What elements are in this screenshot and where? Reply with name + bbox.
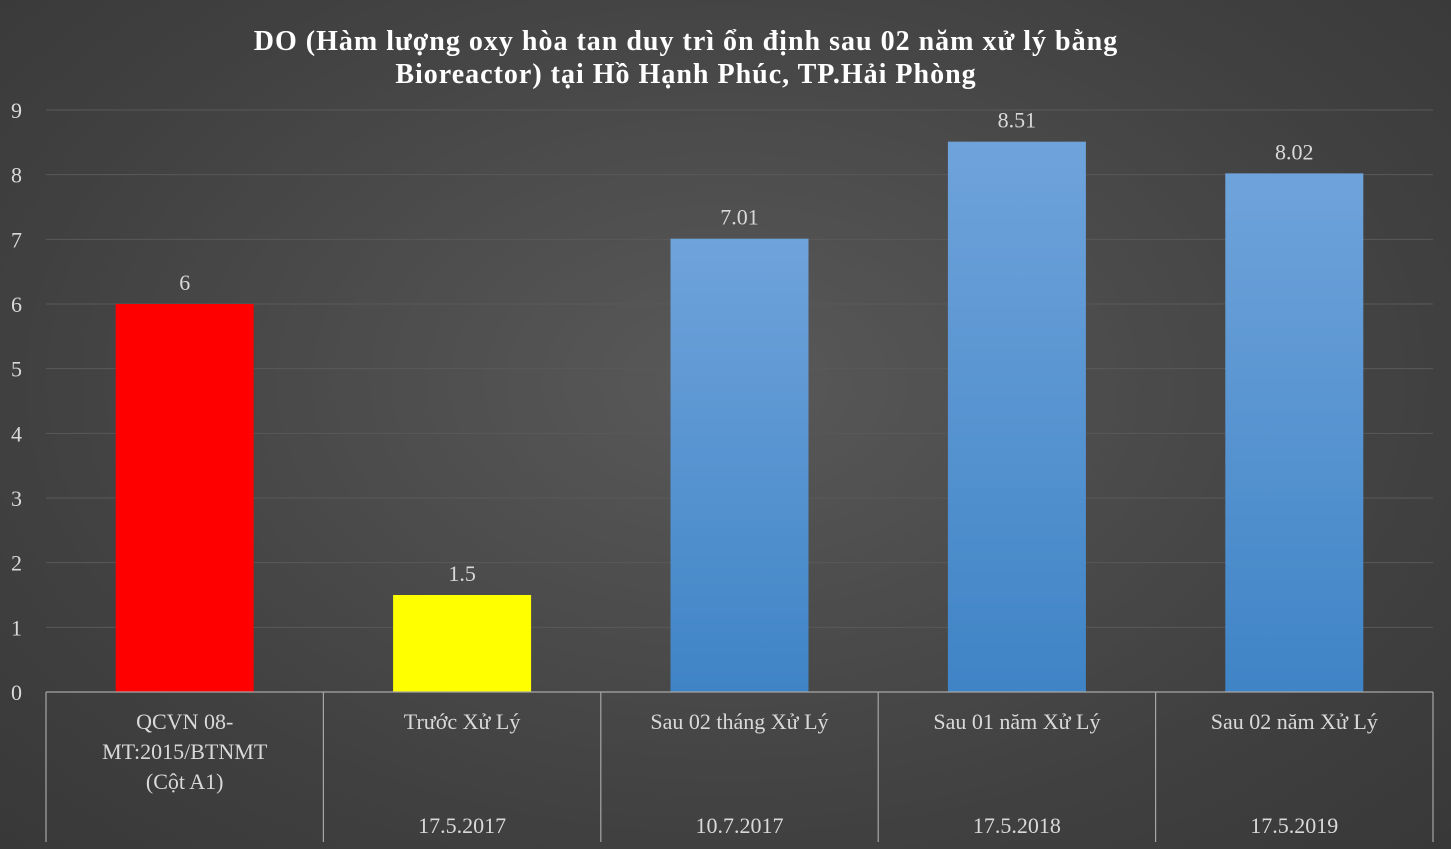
bar	[670, 238, 809, 693]
x-category-label: Sau 02 năm Xử Lý	[1211, 709, 1378, 734]
bar	[947, 141, 1086, 693]
bar	[393, 595, 532, 692]
data-label: 8.51	[998, 108, 1037, 133]
y-tick-label: 6	[11, 292, 22, 317]
x-category-date: 17.5.2017	[418, 813, 506, 838]
y-tick-label: 1	[11, 615, 22, 640]
y-tick-label: 9	[11, 98, 22, 123]
data-label: 1.5	[448, 561, 476, 586]
chart-title-line-2: Bioreactor) tại Hồ Hạnh Phúc, TP.Hải Phò…	[395, 59, 976, 90]
x-category-label: Trước Xử Lý	[404, 709, 521, 734]
y-tick-label: 3	[11, 486, 22, 511]
chart-title-line-1: DO (Hàm lượng oxy hòa tan duy trì ổn địn…	[254, 26, 1118, 57]
data-label: 6	[179, 270, 190, 295]
y-tick-label: 7	[11, 227, 22, 252]
y-tick-label: 2	[11, 551, 22, 576]
data-labels: 6 1.5 7.01 8.51 8.02	[179, 108, 1313, 586]
y-tick-label: 5	[11, 357, 22, 382]
x-category-date: 17.5.2019	[1250, 813, 1338, 838]
data-label: 7.01	[720, 205, 759, 230]
category-table: QCVN 08- MT:2015/BTNMT (Cột A1) Trước Xử Lý…	[45, 691, 1434, 842]
x-category-date: 17.5.2018	[973, 813, 1061, 838]
data-label: 8.02	[1275, 139, 1314, 164]
bar	[115, 304, 254, 692]
y-tick-label: 8	[11, 163, 22, 188]
y-axis-tick-labels: 0 1 2 3 4 5 6 7 8 9	[11, 98, 22, 705]
x-category-date: 10.7.2017	[696, 813, 784, 838]
x-category-label: (Cột A1)	[146, 769, 224, 794]
y-tick-label: 4	[11, 421, 22, 446]
x-category-label: QCVN 08-	[136, 709, 233, 734]
x-category-label: MT:2015/BTNMT	[102, 739, 268, 764]
bar	[1225, 173, 1364, 692]
bars	[115, 141, 1364, 693]
y-tick-label: 0	[11, 680, 22, 705]
x-category-label: Sau 01 năm Xử Lý	[933, 709, 1100, 734]
x-category-label: Sau 02 tháng Xử Lý	[650, 709, 828, 734]
